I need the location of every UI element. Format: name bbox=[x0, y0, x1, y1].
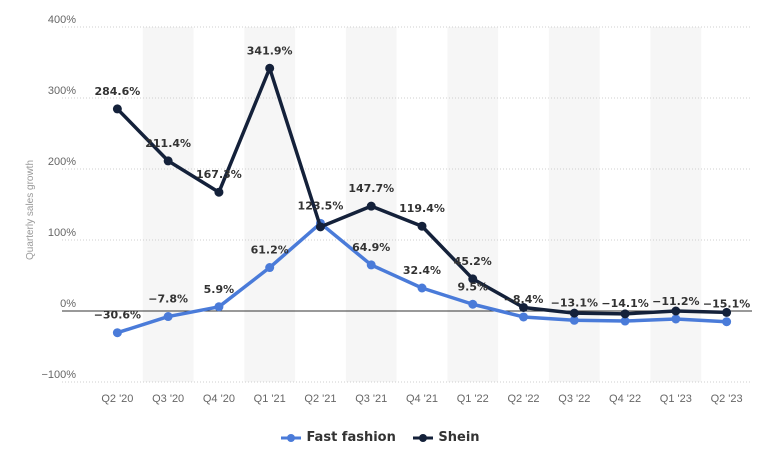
data-point[interactable] bbox=[163, 312, 173, 322]
data-point[interactable] bbox=[265, 63, 275, 73]
y-tick-label: −100% bbox=[41, 369, 76, 381]
y-tick-label: 200% bbox=[48, 156, 76, 168]
data-point[interactable] bbox=[519, 312, 529, 322]
legend-item-fast-fashion[interactable]: Fast fashion bbox=[280, 430, 396, 445]
legend-label-shein: Shein bbox=[438, 430, 480, 445]
x-tick-label: Q2 '20 bbox=[101, 393, 133, 405]
x-tick-label: Q4 '20 bbox=[203, 393, 235, 405]
x-tick-label: Q1 '21 bbox=[254, 393, 286, 405]
data-point[interactable] bbox=[569, 308, 579, 318]
x-axis-ticks: Q2 '20 Q3 '20 Q4 '20 Q1 '21 Q2 '21 Q3 '21 Q4 '… bbox=[101, 393, 742, 405]
data-label: −7.8% bbox=[148, 293, 188, 306]
data-point[interactable] bbox=[671, 314, 681, 324]
data-label: 119.4% bbox=[399, 202, 445, 215]
x-tick-label: Q4 '21 bbox=[406, 393, 438, 405]
y-tick-label: 100% bbox=[48, 227, 76, 239]
gridlines bbox=[62, 26, 752, 383]
data-point[interactable] bbox=[620, 309, 630, 319]
data-point[interactable] bbox=[366, 260, 376, 270]
data-label: 167.3% bbox=[196, 168, 242, 181]
data-label: −8.4% bbox=[504, 293, 544, 306]
data-point[interactable] bbox=[417, 283, 427, 293]
data-label: 147.7% bbox=[348, 182, 394, 195]
data-point[interactable] bbox=[214, 187, 224, 197]
series-line bbox=[116, 66, 727, 316]
data-point[interactable] bbox=[112, 104, 122, 114]
data-point[interactable] bbox=[265, 263, 275, 273]
y-tick-label: 300% bbox=[48, 85, 76, 97]
data-point[interactable] bbox=[163, 156, 173, 166]
data-label: −14.1% bbox=[601, 297, 648, 310]
x-tick-label: Q2 '22 bbox=[507, 393, 539, 405]
x-tick-label: Q3 '20 bbox=[152, 393, 184, 405]
x-tick-label: Q3 '21 bbox=[355, 393, 387, 405]
data-label: −13.1% bbox=[551, 296, 598, 309]
legend-marker-fast-fashion bbox=[281, 433, 302, 442]
data-label: −11.2% bbox=[652, 295, 699, 308]
legend-marker-shein bbox=[413, 433, 434, 442]
y-axis-label: Quarterly sales growth bbox=[25, 160, 36, 260]
legend-item-shein[interactable]: Shein bbox=[412, 430, 480, 445]
data-point[interactable] bbox=[722, 317, 732, 327]
data-label: 284.6% bbox=[94, 85, 140, 98]
data-point[interactable] bbox=[722, 307, 732, 317]
data-point[interactable] bbox=[620, 316, 630, 326]
column-band bbox=[548, 27, 600, 382]
x-tick-label: Q4 '22 bbox=[609, 393, 641, 405]
data-point[interactable] bbox=[519, 302, 529, 312]
column-band bbox=[142, 27, 194, 382]
data-point[interactable] bbox=[417, 221, 427, 231]
data-point[interactable] bbox=[366, 201, 376, 211]
data-label: 64.9% bbox=[352, 241, 390, 254]
legend: Fast fashion Shein bbox=[0, 430, 760, 447]
data-point[interactable] bbox=[569, 315, 579, 325]
column-band bbox=[244, 27, 296, 382]
x-tick-label: Q3 '22 bbox=[558, 393, 590, 405]
x-tick-label: Q2 '21 bbox=[304, 393, 336, 405]
data-label: 9.5% bbox=[458, 280, 489, 293]
column-band bbox=[650, 27, 702, 382]
data-label: 32.4% bbox=[403, 264, 441, 277]
x-tick-label: Q1 '22 bbox=[457, 393, 489, 405]
legend-label-fast-fashion: Fast fashion bbox=[306, 430, 396, 445]
column-band bbox=[447, 27, 499, 382]
x-tick-label: Q1 '23 bbox=[660, 393, 692, 405]
data-label: 5.9% bbox=[204, 283, 235, 296]
data-point[interactable] bbox=[468, 274, 478, 284]
data-point[interactable] bbox=[315, 222, 325, 232]
y-tick-label: 0% bbox=[60, 298, 76, 310]
x-tick-label: Q2 '23 bbox=[711, 393, 743, 405]
data-point[interactable] bbox=[671, 306, 681, 316]
data-label: 211.4% bbox=[145, 137, 191, 150]
data-label: 341.9% bbox=[247, 44, 293, 57]
y-axis-ticks: −100% 0% 100% 200% 300% 400% bbox=[41, 14, 76, 381]
data-label: 61.2% bbox=[251, 244, 289, 257]
data-label: −15.1% bbox=[703, 298, 750, 311]
data-point[interactable] bbox=[112, 328, 122, 338]
series-lines bbox=[112, 63, 732, 338]
data-point[interactable] bbox=[214, 302, 224, 312]
data-labels: −30.6% −7.8% 5.9% 61.2% 123.5% 64.9% 32.4% 9.5%… bbox=[94, 44, 751, 321]
data-point[interactable] bbox=[468, 299, 478, 309]
data-label: 45.2% bbox=[454, 255, 492, 268]
y-tick-label: 400% bbox=[48, 14, 76, 26]
data-label: 123.5% bbox=[298, 199, 344, 212]
data-label: −30.6% bbox=[94, 309, 141, 322]
